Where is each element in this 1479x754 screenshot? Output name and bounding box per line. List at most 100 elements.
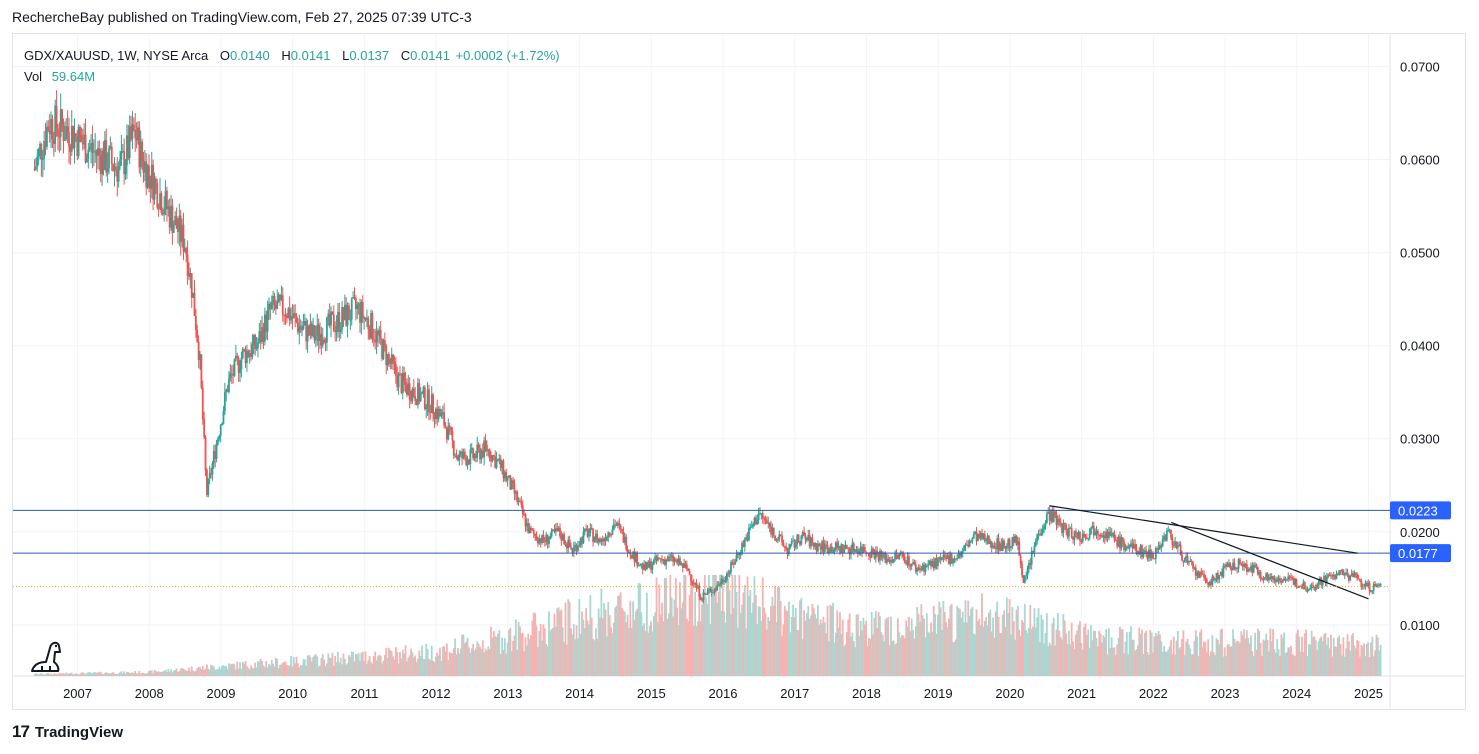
volume-bar xyxy=(850,636,852,676)
volume-bar xyxy=(683,575,686,676)
candle-body xyxy=(419,393,422,402)
volume-bar xyxy=(1255,649,1258,676)
candle-body xyxy=(139,141,142,168)
volume-bar xyxy=(1199,632,1201,676)
candle-body xyxy=(1068,528,1070,537)
candle-body xyxy=(519,500,521,502)
volume-bar xyxy=(972,633,975,676)
volume-bar xyxy=(92,672,95,676)
candle-body xyxy=(439,409,441,417)
candle-body xyxy=(731,562,734,564)
candle-body xyxy=(520,501,523,505)
candle-body xyxy=(716,584,719,591)
volume-bar xyxy=(873,617,876,676)
volume-bar xyxy=(982,626,985,676)
volume-bar xyxy=(356,654,359,676)
candle-body xyxy=(851,543,854,551)
volume-bar xyxy=(531,620,534,676)
candle-body xyxy=(854,549,857,552)
candle-body xyxy=(320,333,323,346)
volume-bar xyxy=(819,619,822,676)
candle-body xyxy=(352,297,355,299)
volume-bar xyxy=(1080,643,1083,676)
candle-body xyxy=(331,311,334,315)
volume-bar xyxy=(527,633,530,676)
candle-body xyxy=(1142,552,1145,557)
volume-bar xyxy=(319,665,321,676)
candle-body xyxy=(1228,563,1230,567)
candle-body xyxy=(746,537,749,541)
candle-body xyxy=(999,543,1001,551)
candle-body xyxy=(943,554,946,558)
volume-bar xyxy=(814,614,817,676)
candle-body xyxy=(749,527,752,529)
candle-body xyxy=(385,345,388,366)
volume-bar xyxy=(302,659,305,676)
candle-body xyxy=(429,412,432,414)
volume-bar xyxy=(114,674,117,676)
volume-bar xyxy=(383,655,386,676)
volume-bar xyxy=(87,672,90,676)
volume-bar xyxy=(110,672,113,676)
volume-bar xyxy=(297,663,299,676)
volume-bar xyxy=(86,672,88,676)
candle-body xyxy=(326,317,328,343)
candle-body xyxy=(826,545,829,553)
candle-body xyxy=(1292,578,1295,585)
volume-bar xyxy=(498,630,501,676)
volume-bar xyxy=(896,618,899,676)
volume-bar xyxy=(1280,634,1283,676)
candle-body xyxy=(337,312,339,327)
candle-body xyxy=(1029,563,1032,565)
candle-body xyxy=(750,526,753,528)
volume-bar xyxy=(716,602,719,676)
candle-body xyxy=(1183,558,1186,563)
volume-bar xyxy=(1256,628,1259,676)
candle-body xyxy=(262,327,265,342)
volume-bar xyxy=(1359,656,1361,676)
candle-body xyxy=(799,541,801,545)
candle-body xyxy=(890,559,892,563)
volume-bar xyxy=(175,668,178,676)
candle-body xyxy=(201,387,204,420)
volume-bar xyxy=(1188,644,1190,676)
volume-bar xyxy=(149,670,152,676)
candle-body xyxy=(698,585,701,597)
candle-body xyxy=(884,553,887,563)
volume-bar xyxy=(622,610,625,676)
volume-bar xyxy=(314,654,317,676)
volume-bar xyxy=(1341,655,1343,676)
candle-body xyxy=(363,317,366,319)
candle-body xyxy=(50,118,52,134)
chart-frame[interactable] xyxy=(12,33,1466,710)
candle-body xyxy=(924,566,927,572)
volume-bar xyxy=(68,673,70,676)
volume-bar xyxy=(63,673,66,676)
footer-brand[interactable]: 17 TradingView xyxy=(12,722,123,742)
volume-bar xyxy=(543,628,546,676)
volume-bar xyxy=(1230,646,1233,676)
candle-body xyxy=(1077,532,1080,539)
candle-body xyxy=(873,551,876,559)
volume-bar xyxy=(1120,629,1123,676)
candle-body xyxy=(1193,567,1196,569)
volume-bar xyxy=(706,603,709,676)
volume-bar xyxy=(790,616,793,676)
candle-body xyxy=(1145,550,1148,554)
volume-bar xyxy=(732,608,735,676)
candle-body xyxy=(436,408,439,420)
candle-body xyxy=(283,314,286,316)
dinosaur-icon[interactable] xyxy=(28,638,68,674)
volume-bar xyxy=(890,616,892,676)
candle-body xyxy=(1306,590,1309,592)
volume-bar xyxy=(658,584,661,676)
candle-body xyxy=(1146,553,1149,559)
candle-body xyxy=(178,215,181,232)
volume-bar xyxy=(1273,649,1276,676)
volume-bar xyxy=(1361,646,1364,676)
volume-bar xyxy=(823,622,826,676)
volume-bar xyxy=(1131,639,1134,676)
volume-bar xyxy=(763,607,766,676)
candle-body xyxy=(138,127,141,168)
